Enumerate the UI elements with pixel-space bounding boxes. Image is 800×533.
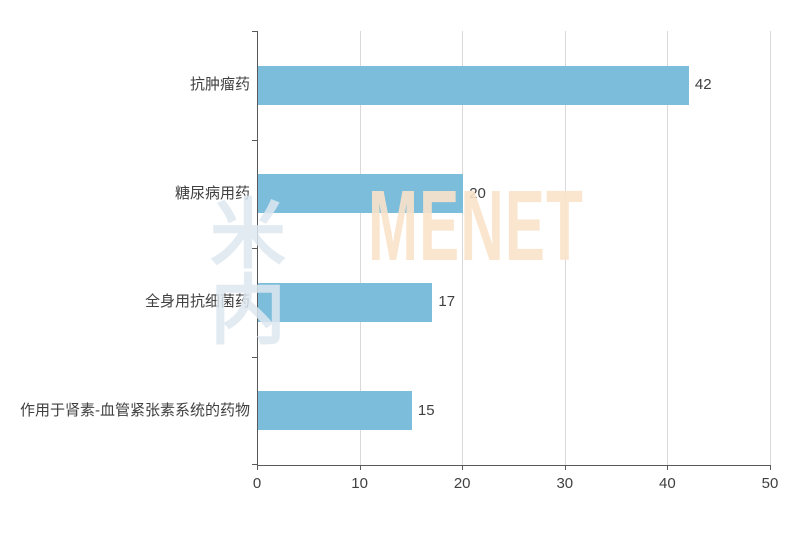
x-axis-tick: [667, 465, 669, 470]
category-label: 作用于肾素-血管紧张素系统的药物: [20, 401, 250, 419]
x-axis-tick: [359, 465, 361, 470]
gridline: [667, 31, 669, 465]
bar-value-label: 42: [694, 76, 712, 94]
x-axis-tick-label: 0: [252, 475, 262, 492]
category-label: 抗肿瘤药: [189, 76, 250, 94]
x-axis-tick-label: 40: [659, 475, 676, 492]
x-axis-tick: [564, 465, 566, 470]
x-axis-tick: [770, 465, 771, 470]
bar: [258, 174, 464, 214]
x-axis-tick: [462, 465, 464, 470]
gridline: [770, 31, 771, 465]
y-axis-tick: [252, 248, 257, 249]
y-axis-tick: [252, 464, 257, 465]
x-axis-tick: [257, 465, 258, 470]
x-axis-tick-label: 10: [351, 475, 368, 492]
category-label: 糖尿病用药: [174, 184, 250, 202]
gridline: [359, 31, 361, 465]
plot-area: 42 20 17 15: [252, 31, 771, 470]
x-axis-tick-label: 50: [761, 475, 779, 492]
gridline: [564, 31, 566, 465]
x-axis-tick-label: 20: [453, 475, 471, 492]
x-axis-tick-label: 30: [556, 475, 574, 492]
bar: [258, 391, 412, 431]
bar: [258, 65, 689, 105]
y-axis-tick: [252, 140, 257, 141]
bar: [258, 282, 433, 322]
bar-value-label: 20: [469, 184, 486, 202]
bar-value-label: 15: [417, 401, 435, 419]
gridline: [462, 31, 464, 465]
bar-value-label: 17: [438, 293, 456, 311]
y-axis-tick: [252, 357, 257, 358]
y-axis-tick: [252, 31, 257, 32]
category-label: 全身用抗细菌药: [144, 293, 250, 311]
